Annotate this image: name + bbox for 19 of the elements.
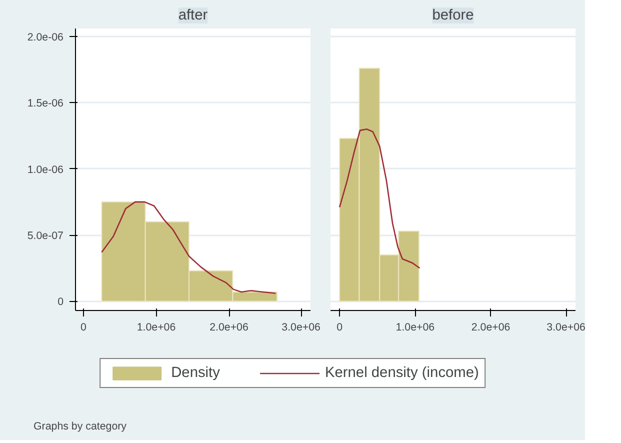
y-tick-label: 0 [58,296,64,308]
x-tick-label: 2.0e+06 [471,322,510,334]
x-tick-label: 1.0e+06 [396,322,435,334]
y-tick-label: 2.0e-06 [27,31,64,44]
x-tick-label: 0 [80,322,87,334]
line-series [101,201,276,294]
y-tick-label: 5.0e-07 [27,230,64,242]
y-tick-label: 1.0e-06 [27,164,64,176]
text: Graphs by category [34,420,128,432]
x-tick-label: 2.0e+06 [210,322,248,334]
chart-title: before [432,8,474,24]
x-tick-label: 0 [336,322,343,334]
y-tick-label: 1.5e-06 [27,98,64,110]
x-tick-label: 1.0e+06 [136,322,176,334]
x-tick-label: 3.0e+06 [282,322,321,334]
legend-label: Density [171,365,220,381]
legend-label: Kernel density (income) [324,365,479,381]
chart-title: after [178,8,208,24]
x-tick-label: 3.0e+06 [546,322,586,334]
